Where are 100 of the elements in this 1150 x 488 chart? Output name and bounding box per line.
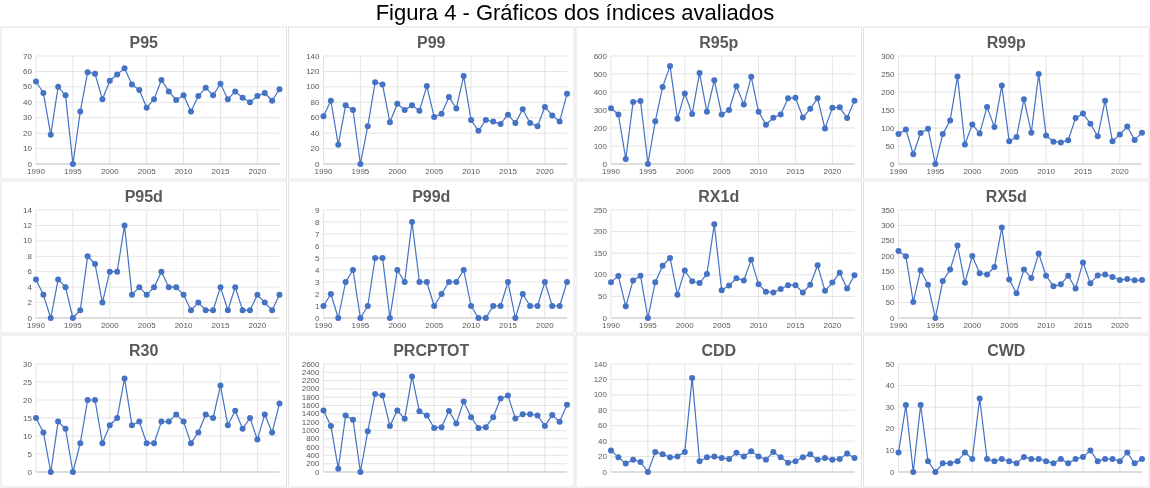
point: [762, 288, 769, 295]
chart-title: P95: [129, 34, 159, 51]
point: [269, 429, 276, 436]
point: [327, 291, 334, 297]
point: [401, 415, 408, 422]
point: [84, 397, 91, 403]
y-tick-label: 7: [315, 229, 321, 239]
point: [652, 118, 659, 125]
y-tick-label: 2: [315, 289, 321, 299]
point: [844, 285, 851, 292]
point: [1013, 134, 1020, 140]
point: [1065, 460, 1072, 467]
y-tick-label: 0: [315, 313, 321, 323]
point: [261, 90, 268, 97]
x-tick-label: 2005: [1000, 167, 1019, 176]
point: [195, 93, 202, 100]
point: [895, 248, 902, 255]
x-tick-label: 2015: [499, 167, 518, 176]
point: [836, 269, 843, 276]
point: [504, 392, 511, 399]
x-tick-label: 2010: [174, 167, 194, 176]
point: [121, 375, 128, 382]
x-tick-label: 2020: [1110, 321, 1130, 330]
point: [740, 453, 747, 460]
y-tick-label: 2: [27, 298, 33, 308]
chart-title: RX1d: [698, 188, 740, 205]
x-tick-label: 1995: [639, 321, 658, 330]
point: [740, 277, 747, 284]
point: [401, 107, 408, 113]
y-tick-label: 400: [593, 87, 608, 97]
point: [99, 440, 106, 447]
y-tick-label: 5: [27, 449, 33, 459]
point: [143, 291, 150, 298]
point: [608, 447, 614, 454]
y-tick-label: 1: [315, 301, 321, 311]
x-tick-label: 2005: [425, 321, 444, 330]
point: [143, 440, 150, 447]
point: [807, 451, 814, 458]
point: [202, 411, 209, 418]
point: [991, 264, 998, 271]
y-tick-label: 600: [306, 442, 321, 452]
point: [379, 392, 386, 399]
y-tick-label: 70: [23, 51, 33, 61]
y-tick-label: 6: [27, 267, 33, 277]
x-tick-label: 2015: [211, 321, 230, 330]
point: [438, 110, 445, 117]
point: [681, 267, 688, 274]
point: [128, 291, 135, 298]
y-tick-label: 30: [23, 359, 33, 369]
point: [180, 418, 187, 425]
point: [895, 449, 902, 456]
y-tick-label: 20: [885, 424, 896, 434]
point: [814, 95, 821, 102]
point: [556, 118, 563, 125]
point: [165, 284, 172, 291]
y-tick-label: 20: [310, 144, 321, 154]
y-tick-label: 250: [593, 205, 608, 215]
point: [320, 303, 327, 309]
x-tick-label: 1995: [639, 167, 658, 176]
point: [77, 440, 84, 447]
y-tick-label: 0: [602, 159, 608, 169]
point: [755, 108, 762, 115]
point: [357, 469, 364, 475]
point: [246, 415, 253, 421]
y-tick-label: 100: [593, 390, 608, 400]
point: [475, 315, 482, 321]
point: [615, 273, 622, 280]
point: [1035, 71, 1042, 77]
point: [1131, 277, 1138, 284]
y-tick-label: 25: [23, 377, 33, 387]
point: [1094, 272, 1101, 279]
point: [1139, 277, 1145, 284]
point: [947, 460, 954, 467]
point: [792, 282, 799, 289]
y-tick-label: 0: [890, 467, 896, 477]
point: [703, 270, 710, 277]
y-tick-label: 40: [310, 128, 321, 138]
point: [151, 284, 158, 291]
point: [490, 414, 497, 421]
y-tick-label: 0: [27, 159, 33, 169]
point: [556, 418, 563, 425]
x-tick-label: 2005: [712, 167, 732, 176]
point: [335, 465, 342, 472]
point: [998, 82, 1005, 89]
point: [652, 448, 659, 455]
x-tick-label: 2000: [963, 321, 982, 330]
y-tick-label: 30: [23, 113, 33, 123]
x-tick-label: 2020: [535, 167, 555, 176]
point: [976, 130, 983, 137]
point: [667, 254, 674, 261]
point: [47, 469, 54, 475]
point: [224, 307, 231, 314]
point: [357, 315, 364, 321]
x-tick-label: 1990: [314, 167, 333, 176]
point: [350, 267, 357, 273]
point: [504, 111, 511, 118]
chart-title: R30: [129, 342, 159, 359]
y-tick-label: 200: [306, 459, 321, 469]
point: [519, 411, 526, 418]
x-tick-label: 2000: [100, 321, 120, 330]
